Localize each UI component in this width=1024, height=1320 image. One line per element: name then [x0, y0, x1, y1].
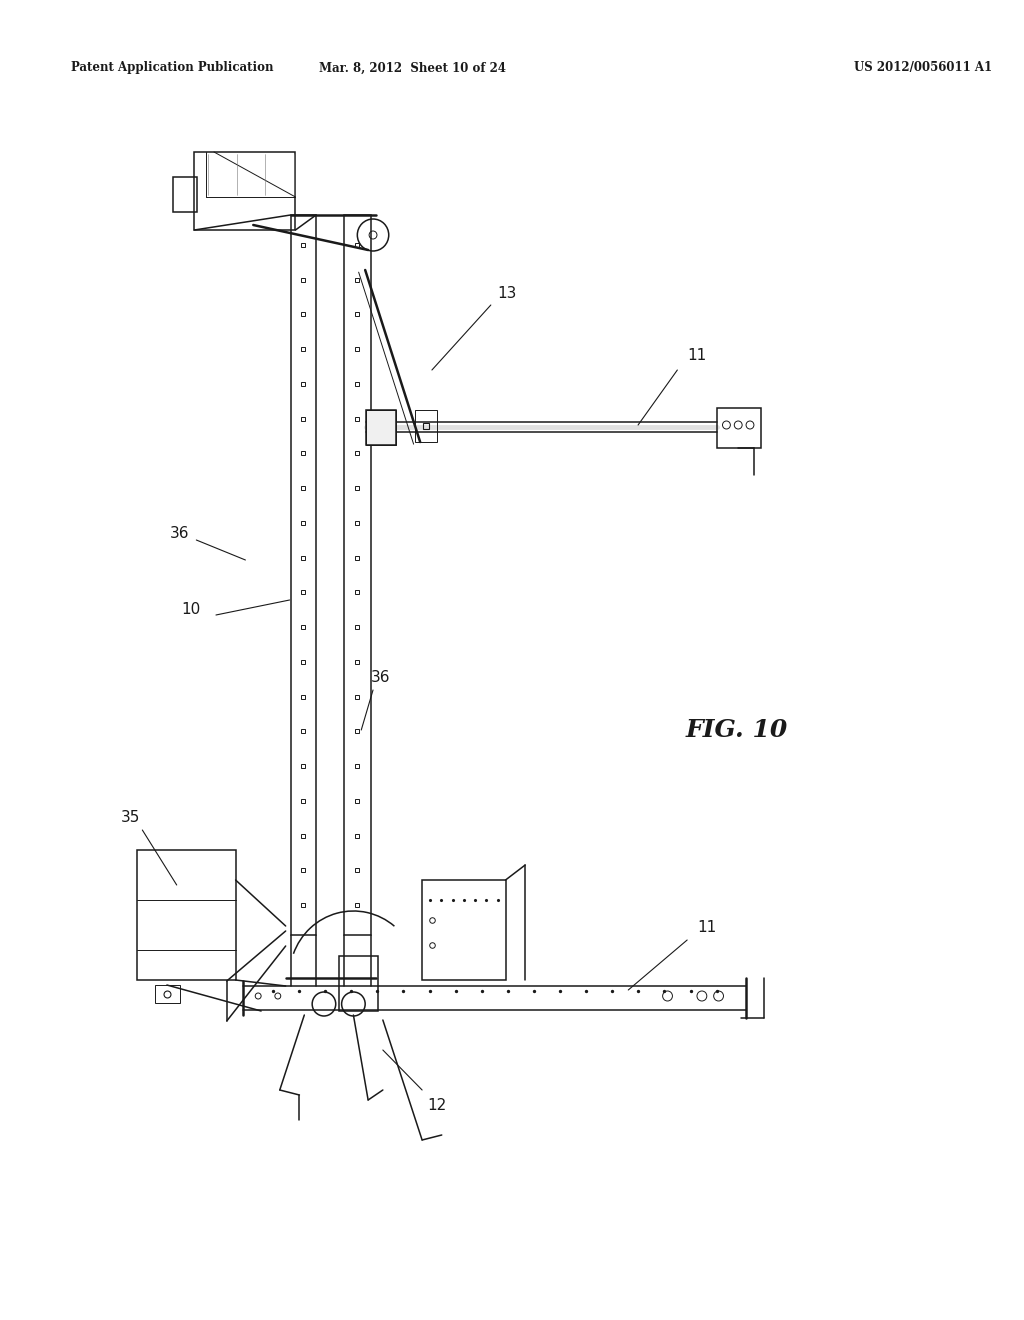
Text: 11: 11	[687, 347, 707, 363]
Text: 10: 10	[182, 602, 201, 618]
Bar	[137, 850, 236, 979]
Text: US 2012/0056011 A1: US 2012/0056011 A1	[854, 62, 992, 74]
Bar	[717, 408, 761, 447]
Bar	[422, 880, 506, 979]
Text: 13: 13	[497, 285, 516, 301]
Bar	[195, 152, 296, 230]
Text: FIG. 10: FIG. 10	[685, 718, 787, 742]
Text: Patent Application Publication: Patent Application Publication	[71, 62, 273, 74]
Bar	[173, 177, 198, 213]
Text: 36: 36	[371, 669, 390, 685]
Text: 35: 35	[121, 810, 140, 825]
Text: Mar. 8, 2012  Sheet 10 of 24: Mar. 8, 2012 Sheet 10 of 24	[318, 62, 506, 74]
Bar	[367, 411, 395, 445]
Bar	[339, 956, 378, 1011]
Text: 12: 12	[427, 1097, 446, 1113]
Bar	[416, 411, 437, 442]
Bar	[367, 411, 395, 445]
Bar	[344, 215, 371, 935]
Text: 36: 36	[170, 525, 189, 540]
Bar	[155, 985, 179, 1003]
Text: 11: 11	[697, 920, 717, 936]
Bar	[291, 215, 316, 935]
